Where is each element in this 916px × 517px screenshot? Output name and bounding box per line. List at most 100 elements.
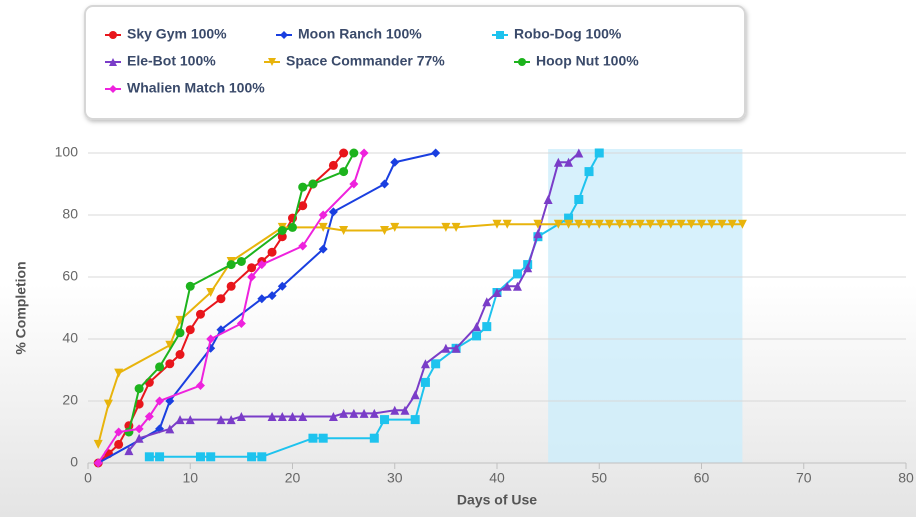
marker xyxy=(206,288,216,297)
marker xyxy=(109,58,117,66)
x-tick-label: 70 xyxy=(796,470,812,486)
marker xyxy=(124,446,134,456)
marker xyxy=(574,219,584,229)
marker xyxy=(564,213,574,223)
marker xyxy=(165,424,175,434)
legend-label: Whalien Match 100% xyxy=(127,80,265,96)
marker xyxy=(512,269,522,279)
marker xyxy=(707,219,717,229)
x-tick-label: 20 xyxy=(285,470,301,486)
marker xyxy=(594,219,604,229)
marker xyxy=(496,31,504,39)
marker xyxy=(267,247,277,257)
y-tick-label: 60 xyxy=(62,268,78,284)
marker xyxy=(308,179,318,189)
marker xyxy=(523,263,533,273)
marker xyxy=(195,309,205,319)
marker xyxy=(697,219,706,229)
marker xyxy=(257,294,267,304)
y-tick-label: 80 xyxy=(62,206,78,222)
marker xyxy=(420,377,430,387)
marker xyxy=(339,408,349,418)
marker xyxy=(155,362,165,372)
marker xyxy=(185,325,195,335)
marker xyxy=(518,58,526,66)
series-line xyxy=(128,152,580,452)
marker xyxy=(359,408,369,418)
marker xyxy=(339,167,349,177)
marker xyxy=(206,334,216,344)
marker xyxy=(144,412,154,421)
marker xyxy=(298,182,308,192)
marker xyxy=(451,222,461,232)
marker xyxy=(93,439,103,449)
x-tick-label: 60 xyxy=(694,470,710,486)
marker xyxy=(288,222,297,232)
marker xyxy=(277,412,287,421)
marker xyxy=(185,281,195,291)
marker xyxy=(420,359,430,369)
marker xyxy=(482,322,492,332)
marker xyxy=(349,179,359,189)
marker xyxy=(175,415,185,425)
y-axis-title: % Completion xyxy=(13,261,29,354)
marker xyxy=(349,148,359,158)
marker xyxy=(390,222,400,232)
marker xyxy=(236,257,246,266)
marker xyxy=(114,368,124,378)
marker xyxy=(216,415,226,425)
marker xyxy=(298,201,308,211)
marker xyxy=(625,219,635,229)
marker xyxy=(686,219,696,229)
marker xyxy=(451,343,461,353)
marker xyxy=(369,408,379,418)
legend-label: Moon Ranch 100% xyxy=(298,26,422,42)
y-tick-label: 20 xyxy=(62,392,78,408)
marker xyxy=(717,219,727,229)
x-axis-title: Days of Use xyxy=(457,492,537,508)
x-tick-label: 30 xyxy=(387,470,403,486)
marker xyxy=(604,219,614,229)
marker xyxy=(247,263,257,273)
marker xyxy=(109,31,117,39)
marker xyxy=(280,31,288,39)
marker xyxy=(236,412,246,421)
marker xyxy=(124,427,134,437)
marker xyxy=(318,210,328,220)
marker xyxy=(103,399,113,409)
x-tick-label: 10 xyxy=(182,470,198,486)
marker xyxy=(390,405,400,415)
y-tick-label: 0 xyxy=(70,454,78,470)
marker xyxy=(615,219,625,229)
marker xyxy=(165,359,175,369)
marker xyxy=(635,219,645,229)
marker xyxy=(390,157,400,167)
x-tick-label: 80 xyxy=(898,470,914,486)
marker xyxy=(185,415,195,425)
legend-box xyxy=(84,5,746,120)
marker xyxy=(380,226,390,235)
marker xyxy=(247,452,257,462)
marker xyxy=(195,452,205,462)
marker xyxy=(93,458,103,468)
marker xyxy=(308,433,318,443)
marker xyxy=(512,281,522,291)
marker xyxy=(472,331,482,341)
marker xyxy=(349,408,359,418)
marker xyxy=(410,415,420,425)
series xyxy=(124,148,584,456)
marker xyxy=(656,219,666,229)
marker xyxy=(400,405,410,415)
marker xyxy=(144,452,154,462)
marker xyxy=(318,222,328,232)
marker xyxy=(502,219,512,229)
marker xyxy=(277,232,287,242)
marker xyxy=(369,433,379,443)
marker xyxy=(645,219,655,229)
marker xyxy=(727,219,737,229)
legend-label: Sky Gym 100% xyxy=(127,26,227,42)
marker xyxy=(318,244,328,254)
marker xyxy=(175,350,185,359)
marker xyxy=(226,415,236,425)
marker xyxy=(236,319,246,328)
